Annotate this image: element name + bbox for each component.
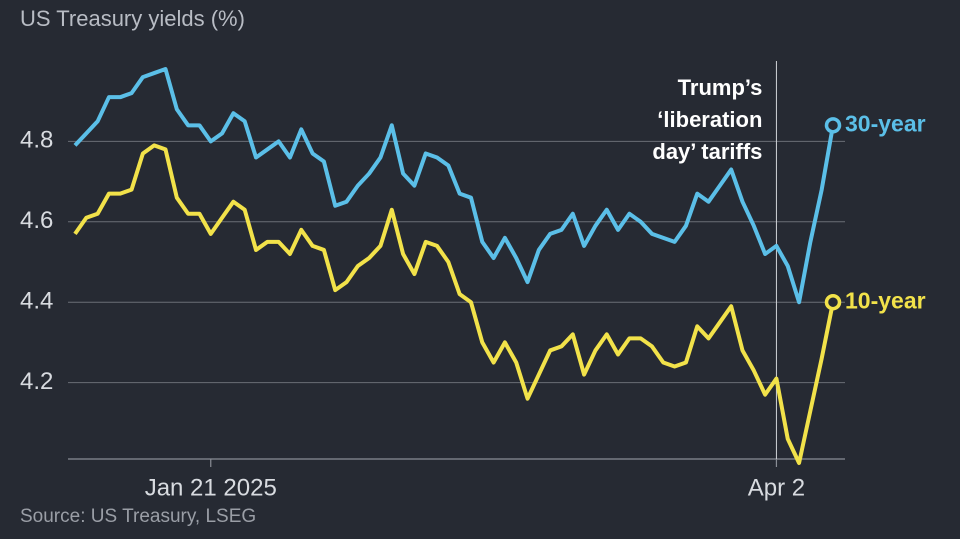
y-tick-label: 4.6 — [20, 207, 53, 234]
series-line — [73, 143, 835, 465]
x-tick-label: Jan 21 2025 — [145, 474, 277, 501]
source-note: Source: US Treasury, LSEG — [20, 506, 256, 527]
annotation-text: Trump’s — [678, 75, 763, 100]
series-label: 10-year — [845, 287, 926, 313]
annotation-text: ‘liberation — [657, 107, 762, 132]
end-marker — [824, 293, 842, 311]
series-line — [73, 67, 835, 305]
annotation-text: day’ tariffs — [652, 139, 762, 164]
chart-title: US Treasury yields (%) — [20, 6, 245, 31]
y-tick-label: 4.8 — [20, 127, 53, 154]
y-tick-label: 4.4 — [20, 288, 53, 315]
series-label: 30-year — [845, 110, 926, 136]
y-tick-label: 4.2 — [20, 368, 53, 395]
end-marker — [824, 117, 842, 134]
x-tick-label: Apr 2 — [748, 474, 805, 501]
